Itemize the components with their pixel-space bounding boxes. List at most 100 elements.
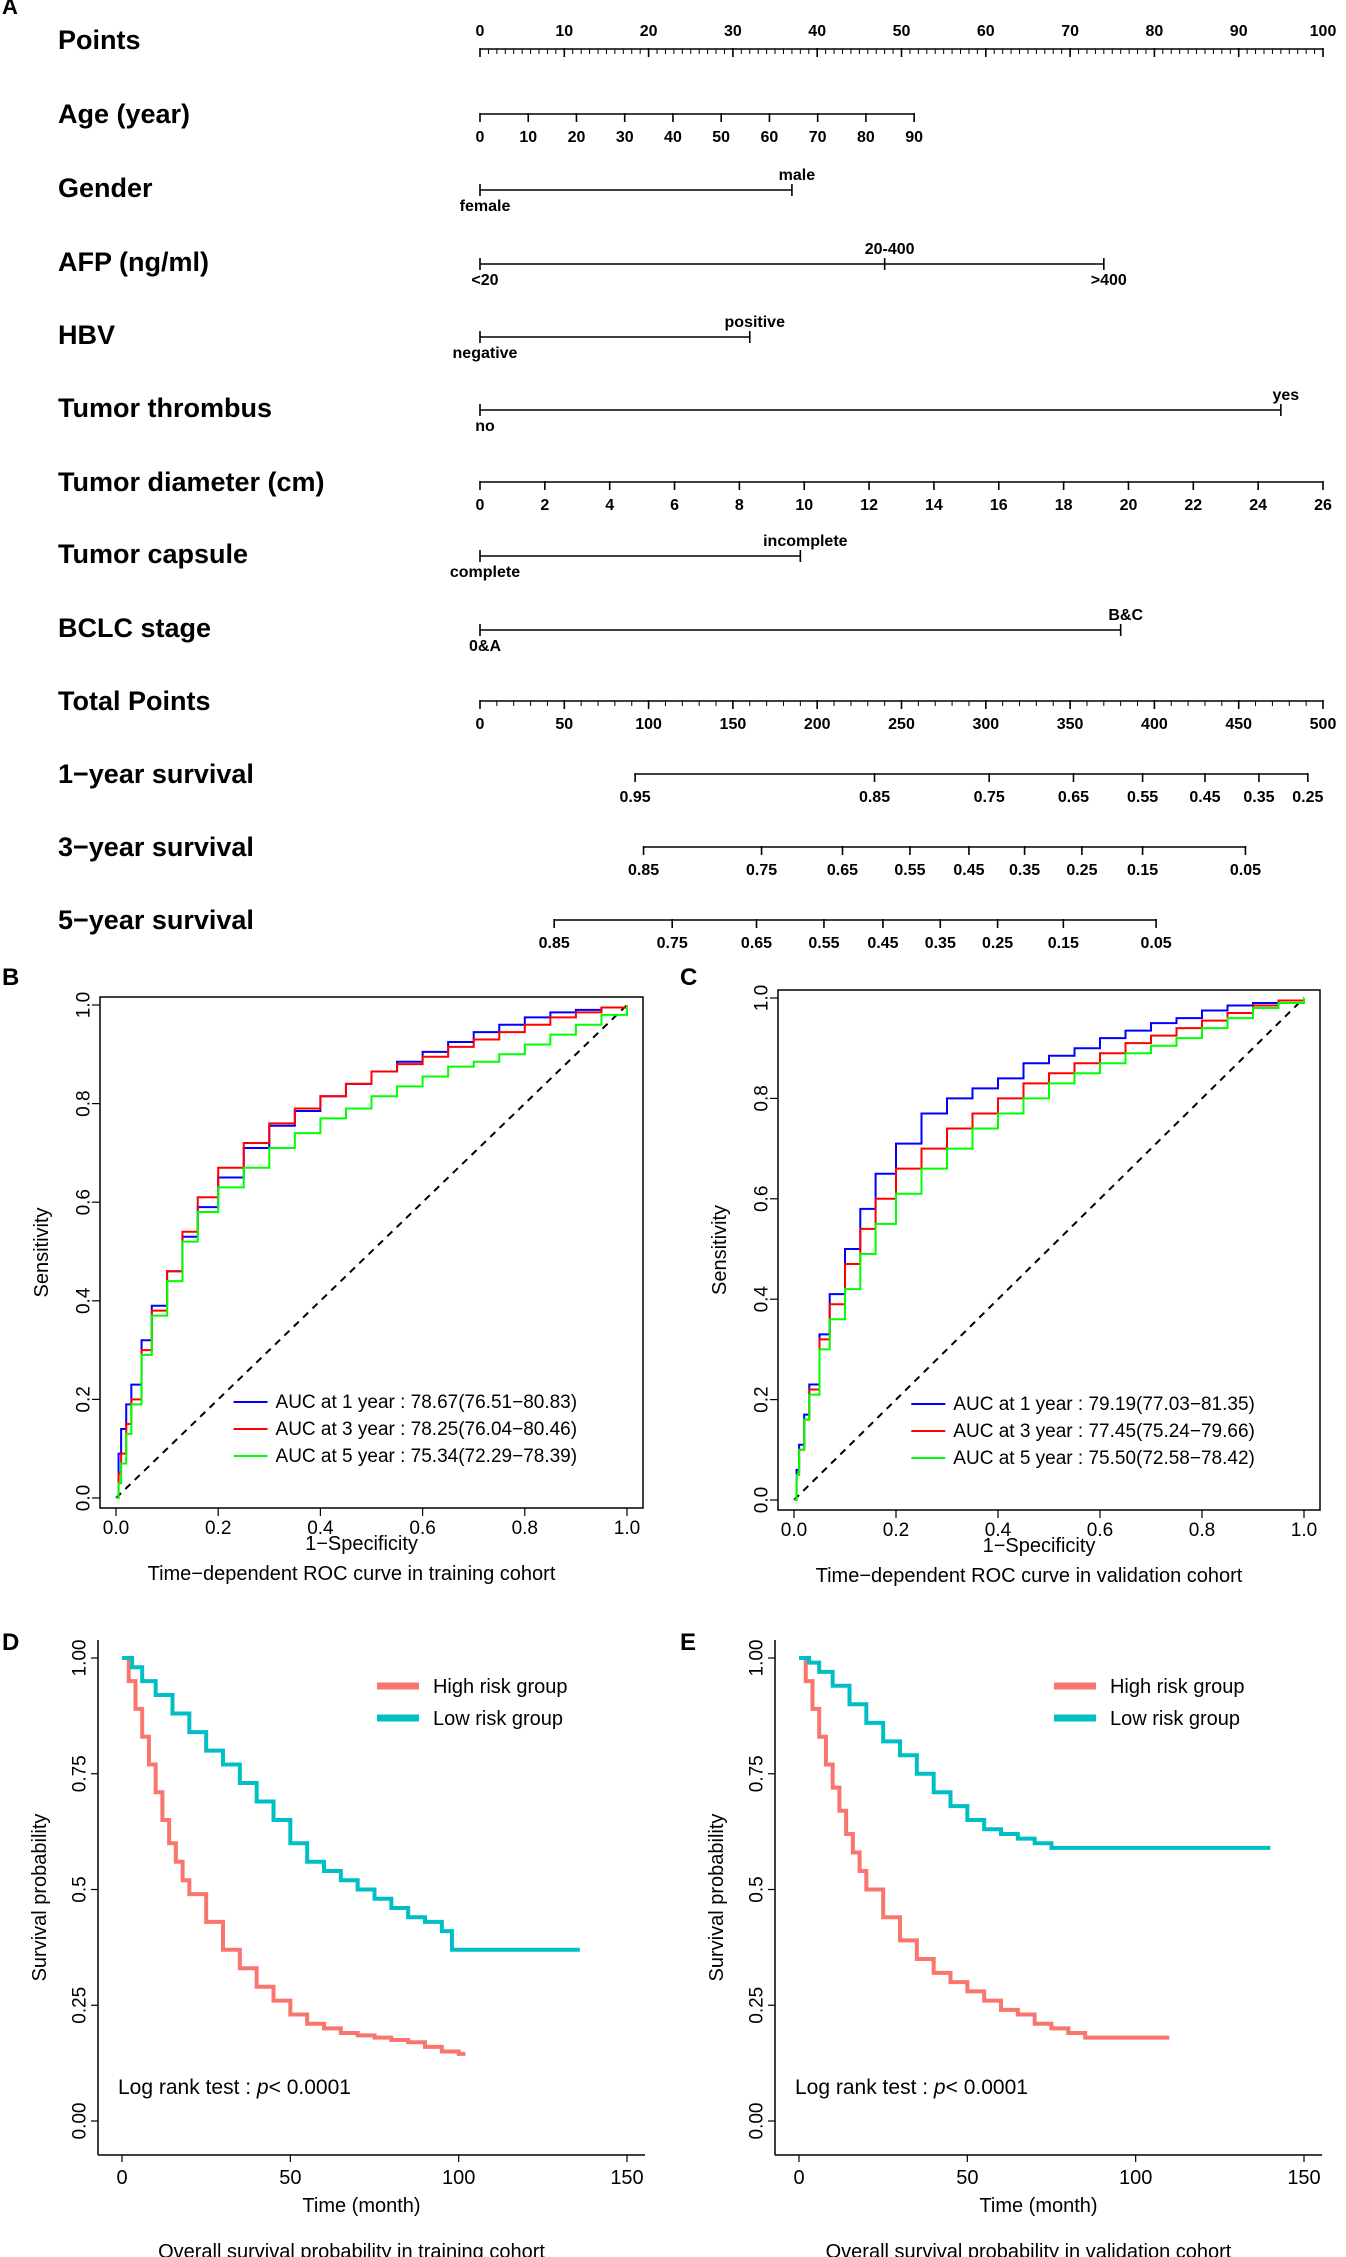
nomogram-survival-label: 0.35 [925, 935, 956, 952]
nomogram-survival-label: 0.35 [1009, 862, 1040, 879]
nomogram-tick-label: 14 [925, 497, 943, 514]
nomogram-survival-label: 0.55 [1127, 789, 1158, 806]
y-tick-label: 1.0 [74, 992, 95, 1018]
panel-label-b: B [2, 964, 19, 991]
nomogram-survival-label: 0.35 [1243, 789, 1274, 806]
nomogram-survival-label: 0.65 [741, 935, 772, 952]
nomogram-survival-label: 0.25 [1066, 862, 1097, 879]
nomogram-survival-label: 0.45 [953, 862, 984, 879]
log-rank-label: Log rank test : [118, 2076, 257, 2099]
nomogram-tick-label: 2 [540, 497, 549, 514]
nomogram-survival-label: 0.45 [1189, 789, 1220, 806]
nomogram-variable-label: Points [58, 25, 141, 55]
x-axis-label: 1−Specificity [305, 1533, 418, 1555]
roc-curve [794, 998, 1305, 1501]
x-tick-label: 0.6 [409, 1518, 435, 1539]
panel-label-e: E [680, 1629, 696, 1656]
legend-label: Low risk group [433, 1708, 563, 1730]
x-tick-label: 0 [793, 2167, 804, 2189]
legend-label: AUC at 5 year : 75.50(72.58−78.42) [953, 1448, 1255, 1469]
y-tick-label: 0.25 [70, 1987, 91, 2024]
nomogram-survival-label: 0.95 [620, 789, 651, 806]
x-tick-label: 0.0 [103, 1518, 129, 1539]
nomogram-category-label: B&C [1108, 607, 1143, 624]
nomogram-survival-label: 0.55 [894, 862, 925, 879]
nomogram-tick-label: 4 [605, 497, 614, 514]
nomogram-tick-label: 20 [640, 23, 658, 40]
x-tick-label: 0.8 [512, 1518, 538, 1539]
nomogram-tick-label: 0 [476, 129, 485, 146]
nomogram-tick-label: 70 [809, 129, 827, 146]
nomogram-category-label: 0&A [469, 638, 501, 655]
nomogram-survival-label: 0.25 [982, 935, 1013, 952]
nomogram-variable-label: Total Points [58, 686, 211, 716]
x-tick-label: 0.4 [307, 1518, 334, 1539]
roc-curve [794, 998, 1305, 1501]
nomogram-category-label: complete [450, 564, 520, 581]
log-rank-p-value: < 0.0001 [269, 2076, 351, 2099]
y-tick-label: 0.6 [74, 1189, 95, 1215]
km-validation-panel: 0 50 100 150 0.00 0.25 0.5 0.75 1.00 Time (month)… [706, 1640, 1322, 2257]
y-tick-label: 1.00 [747, 1640, 768, 1677]
survival-curve [122, 1656, 466, 2056]
nomogram-category-label: male [779, 167, 816, 184]
nomogram-variable-label: Tumor diameter (cm) [58, 467, 325, 497]
nomogram-tick-label: 500 [1310, 716, 1337, 733]
y-tick-label: 0.4 [752, 1286, 773, 1313]
nomogram-variable-label: 1−year survival [58, 759, 254, 789]
nomogram-tick-label: 26 [1314, 497, 1332, 514]
nomogram-survival-label: 0.65 [1058, 789, 1089, 806]
legend-label: Low risk group [1110, 1708, 1240, 1730]
y-axis-label: Sensitivity [709, 1205, 731, 1295]
x-axis-label: Time (month) [302, 2195, 420, 2217]
y-tick-label: 0.75 [747, 1755, 768, 1792]
nomogram-tick-label: 300 [972, 716, 999, 733]
legend-label: AUC at 5 year : 75.34(72.29−78.39) [276, 1446, 578, 1467]
nomogram-category-label: incomplete [763, 533, 848, 550]
y-tick-label: 0.00 [70, 2103, 91, 2140]
nomogram-category-label: <20 [471, 272, 498, 289]
x-axis-label: Time (month) [979, 2195, 1097, 2217]
nomogram-tick-label: 30 [724, 23, 742, 40]
x-tick-label: 150 [610, 2167, 643, 2189]
nomogram-tick-label: 12 [860, 497, 878, 514]
nomogram-category-label: yes [1272, 387, 1299, 404]
chart-title: Time−dependent ROC curve in training coh… [148, 1563, 556, 1585]
y-tick-label: 0.5 [747, 1876, 768, 1902]
nomogram-variable-label: Tumor thrombus [58, 393, 272, 423]
legend-label: AUC at 1 year : 79.19(77.03−81.35) [953, 1394, 1255, 1415]
nomogram-survival-label: 0.85 [859, 789, 890, 806]
nomogram-survival-label: 0.45 [867, 935, 898, 952]
nomogram-tick-label: 100 [1310, 23, 1337, 40]
nomogram-category-label: negative [453, 345, 518, 362]
roc-curve [116, 1005, 628, 1499]
y-tick-label: 1.00 [70, 1640, 91, 1677]
survival-curve [799, 1656, 1170, 2040]
nomogram-variable-label: HBV [58, 320, 115, 350]
nomogram-survival-label: 0.75 [657, 935, 688, 952]
nomogram-survival-label: 0.85 [539, 935, 570, 952]
log-rank-annotation: Log rank test : p< 0.0001 [118, 2076, 351, 2099]
nomogram-tick-label: 40 [664, 129, 682, 146]
km-training-panel: 0 50 100 150 0.00 0.25 0.5 0.75 1.00 Time (month)… [29, 1640, 645, 2257]
nomogram-tick-label: 10 [795, 497, 813, 514]
y-tick-label: 0.0 [752, 1487, 773, 1513]
nomogram-tick-label: 60 [761, 129, 779, 146]
x-tick-label: 0.2 [883, 1520, 909, 1541]
nomogram-tick-label: 22 [1184, 497, 1202, 514]
y-tick-label: 0.5 [70, 1876, 91, 1902]
roc-curve [794, 998, 1305, 1501]
log-rank-p-symbol: p [256, 2076, 269, 2099]
nomogram-variable-label: Tumor capsule [58, 539, 248, 569]
nomogram-tick-label: 200 [804, 716, 831, 733]
y-tick-label: 1.0 [752, 985, 773, 1011]
x-tick-label: 0.0 [781, 1520, 807, 1541]
nomogram-survival-label: 0.65 [827, 862, 858, 879]
nomogram-variable-label: Gender [58, 173, 153, 203]
nomogram-tick-label: 50 [893, 23, 911, 40]
nomogram-tick-label: 350 [1057, 716, 1084, 733]
nomogram-tick-label: 20 [1120, 497, 1138, 514]
nomogram-tick-label: 24 [1249, 497, 1267, 514]
nomogram-survival-label: 0.25 [1292, 789, 1323, 806]
